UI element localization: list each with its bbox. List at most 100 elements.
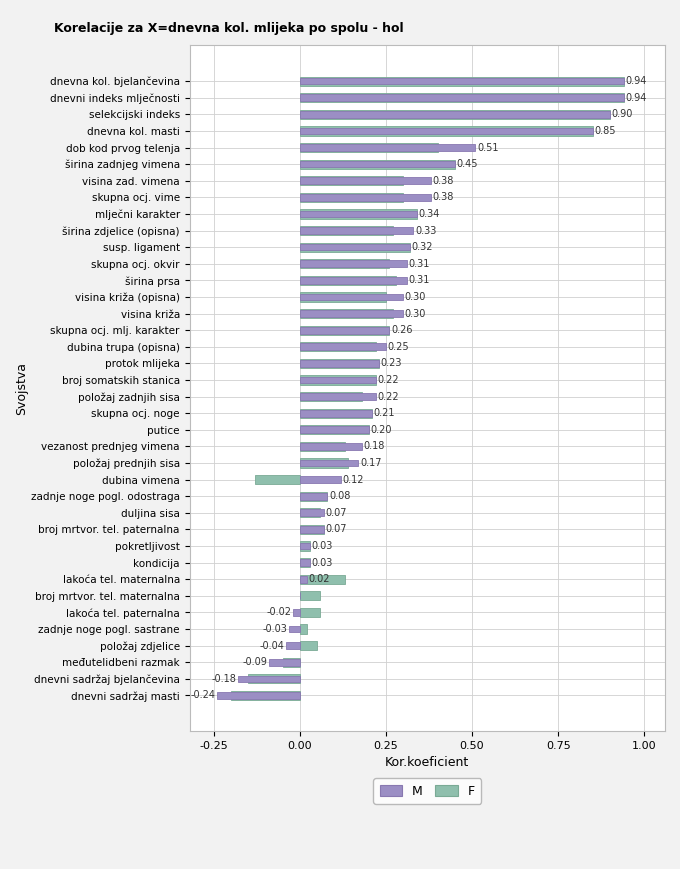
Bar [300, 376, 375, 383]
Text: 0.90: 0.90 [611, 109, 633, 119]
Bar [300, 326, 390, 335]
Bar [300, 109, 610, 119]
Text: 0.26: 0.26 [391, 325, 413, 335]
Bar [300, 194, 430, 201]
Bar [300, 460, 358, 467]
Text: 0.38: 0.38 [432, 176, 454, 186]
Text: 0.25: 0.25 [388, 342, 409, 352]
Text: -0.18: -0.18 [211, 673, 236, 684]
Text: 0.03: 0.03 [312, 541, 333, 551]
Bar [300, 292, 386, 302]
Text: 0.08: 0.08 [329, 491, 350, 501]
Bar [300, 525, 324, 534]
Text: 0.02: 0.02 [308, 574, 330, 584]
Bar [293, 609, 300, 616]
Text: 0.94: 0.94 [626, 76, 647, 86]
Bar [300, 261, 407, 267]
Text: 0.30: 0.30 [405, 308, 426, 319]
Bar [300, 160, 455, 169]
Bar [300, 526, 324, 533]
Text: 0.30: 0.30 [405, 292, 426, 302]
Bar [300, 226, 393, 235]
Text: 0.38: 0.38 [432, 192, 454, 202]
Bar [217, 692, 300, 699]
Bar [300, 508, 320, 517]
Bar [300, 607, 320, 617]
Text: -0.02: -0.02 [266, 607, 291, 617]
Text: 0.94: 0.94 [626, 93, 647, 103]
Text: 0.33: 0.33 [415, 226, 437, 235]
Bar [300, 228, 413, 234]
Text: 0.51: 0.51 [477, 143, 498, 153]
Bar [300, 210, 417, 217]
Text: 0.85: 0.85 [594, 126, 616, 136]
Bar [300, 242, 410, 252]
Bar [300, 443, 362, 450]
Text: Korelacije za X=dnevna kol. mlijeka po spolu - hol: Korelacije za X=dnevna kol. mlijeka po s… [54, 22, 404, 35]
Bar [238, 675, 300, 682]
Bar [300, 509, 324, 516]
Bar [300, 427, 369, 433]
Bar [282, 658, 300, 667]
Bar [300, 128, 593, 135]
Bar [300, 425, 369, 434]
Text: 0.03: 0.03 [312, 558, 333, 567]
Text: 0.22: 0.22 [377, 392, 399, 401]
Bar [300, 209, 417, 218]
Bar [300, 111, 610, 117]
Bar [300, 176, 403, 185]
Bar [300, 327, 390, 334]
Bar [300, 193, 403, 202]
Text: 0.21: 0.21 [374, 408, 395, 418]
Bar [300, 177, 430, 184]
Bar [300, 459, 348, 468]
Bar [300, 375, 375, 385]
Bar [300, 625, 307, 634]
Bar [300, 410, 372, 416]
Bar [300, 441, 345, 451]
Text: -0.03: -0.03 [263, 624, 288, 634]
Bar [290, 626, 300, 633]
Bar [300, 76, 624, 86]
Text: -0.09: -0.09 [242, 657, 267, 667]
Bar [300, 359, 379, 368]
Text: 0.34: 0.34 [419, 209, 440, 219]
Bar [286, 642, 300, 649]
Bar [300, 394, 375, 400]
Bar [300, 144, 475, 151]
Bar [300, 641, 317, 650]
Text: 0.20: 0.20 [371, 425, 392, 434]
Bar [300, 78, 624, 84]
Bar [300, 408, 372, 418]
Text: -0.04: -0.04 [259, 640, 284, 651]
Bar [300, 493, 327, 500]
Bar [300, 244, 410, 250]
Bar [300, 342, 375, 351]
Text: 0.23: 0.23 [381, 358, 403, 368]
Bar [300, 576, 307, 582]
Text: 0.17: 0.17 [360, 458, 381, 468]
Bar [300, 392, 362, 401]
Bar [300, 492, 327, 501]
Bar [300, 574, 345, 584]
Text: 0.07: 0.07 [326, 524, 347, 534]
Text: 0.45: 0.45 [456, 159, 478, 169]
Bar [300, 161, 455, 168]
Bar [248, 674, 300, 683]
Bar [255, 475, 300, 484]
X-axis label: Kor.koeficient: Kor.koeficient [385, 756, 469, 769]
Bar [300, 560, 310, 566]
Bar [300, 126, 593, 136]
Bar [300, 591, 320, 600]
Text: 0.22: 0.22 [377, 375, 399, 385]
Bar [300, 343, 386, 350]
Text: 0.32: 0.32 [412, 242, 433, 252]
Bar [300, 360, 379, 367]
Text: 0.31: 0.31 [408, 259, 430, 269]
Bar [269, 659, 300, 666]
Bar [231, 691, 300, 700]
Bar [300, 310, 403, 317]
Bar [300, 93, 624, 103]
Bar [300, 277, 407, 283]
Bar [300, 275, 396, 285]
